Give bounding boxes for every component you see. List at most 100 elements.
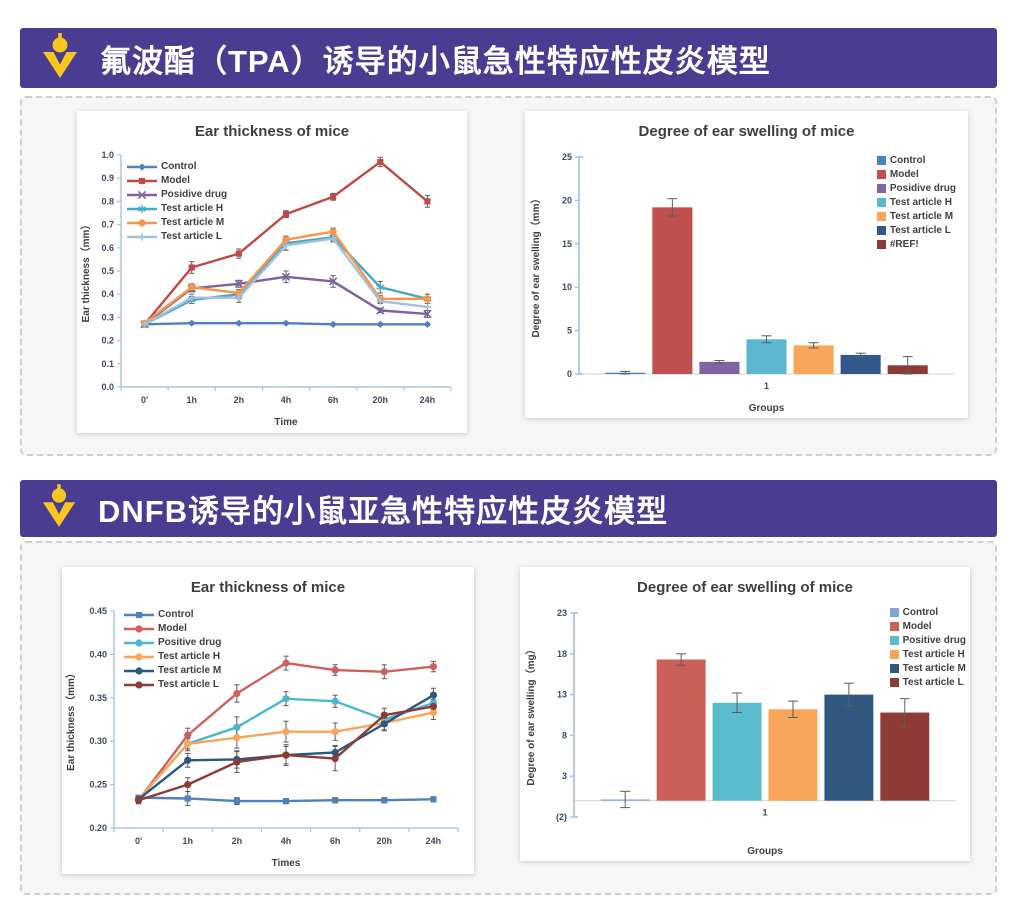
legend-label: Model (902, 621, 932, 632)
legend-color-swatch (889, 664, 899, 673)
chart-title: Ear thickness of mice (194, 123, 350, 140)
svg-text:2h: 2h (234, 395, 245, 405)
svg-text:0.3: 0.3 (101, 312, 114, 322)
legend-item: Control (127, 161, 227, 172)
svg-text:0.7: 0.7 (101, 220, 114, 230)
legend-label: Test article L (889, 225, 951, 236)
svg-text:0.9: 0.9 (101, 173, 114, 183)
legend-item: Test article M (124, 665, 221, 676)
legend-label: #REF! (889, 239, 919, 250)
chart-card-ear-thickness-tpa: Ear thickness of mice 0.0 0.1 0.2 0.3 0.4 0.5… (77, 111, 467, 433)
legend-line-swatch (124, 638, 154, 647)
svg-text:0.40: 0.40 (89, 649, 107, 659)
section2-title: DNFB诱导的小鼠亚急性特应性皮炎模型 (98, 494, 669, 529)
svg-text:10: 10 (562, 282, 572, 292)
legend-label: Positive drug (902, 635, 966, 646)
chart-card-ear-thickness-dnfb: Ear thickness of mice 0.20 0.25 0.30 0.35 0.… (62, 567, 474, 874)
svg-text:3: 3 (562, 771, 567, 781)
legend-line-swatch (124, 652, 154, 661)
chart-title: Degree of ear swelling of mice (637, 579, 853, 596)
svg-text:0.2: 0.2 (101, 336, 114, 346)
svg-text:0': 0' (135, 836, 142, 846)
section1-banner: 氟波酯（TPA）诱导的小鼠急性特应性皮炎模型 (20, 28, 997, 88)
ear-swelling-bar-chart-dnfb: (2) 3 8 13 18 23 1 Groups Degree of ear swelling… (524, 608, 956, 857)
section1-panel: Ear thickness of mice 0.0 0.1 0.2 0.3 0.4 0.5… (20, 96, 997, 456)
svg-text:1: 1 (762, 808, 767, 818)
legend-item: Test article H (889, 649, 966, 660)
legend-item: Posidive drug (127, 189, 227, 200)
legend-label: Test article M (158, 665, 222, 676)
legend-color-swatch (889, 622, 899, 631)
legend-item: Model (124, 623, 221, 634)
legend-item: Model (876, 169, 956, 180)
chart-title: Degree of ear swelling of mice (638, 123, 855, 140)
legend-label: Positive drug (158, 637, 222, 648)
person-marker-icon (40, 484, 78, 533)
legend-item: Control (124, 609, 221, 620)
legend-label: Control (161, 161, 197, 172)
svg-text:Time: Time (274, 417, 298, 428)
svg-text:13: 13 (557, 690, 567, 700)
legend-label: Test article M (161, 217, 225, 228)
svg-text:0': 0' (141, 395, 148, 405)
legend-item: Test article L (889, 677, 966, 688)
svg-text:0.45: 0.45 (89, 606, 107, 616)
legend-label: Control (158, 609, 194, 620)
svg-text:2h: 2h (232, 836, 243, 846)
svg-text:5: 5 (567, 326, 572, 336)
legend-line-swatch (127, 204, 157, 213)
legend-label: Control (889, 155, 926, 166)
svg-text:0.1: 0.1 (101, 359, 114, 369)
svg-text:0.20: 0.20 (89, 823, 107, 833)
legend-label: Test article H (889, 197, 952, 208)
svg-text:25: 25 (562, 152, 572, 162)
legend-color-swatch (876, 240, 886, 249)
svg-text:1: 1 (764, 381, 769, 391)
legend-color-swatch (876, 212, 886, 221)
ear-thickness-line-chart-tpa: 0.0 0.1 0.2 0.3 0.4 0.5 0.6 0.7 0.8 0.9 1.0 0' 1h 2h 4… (79, 150, 452, 428)
legend-item: Test article H (876, 197, 956, 208)
legend-item: Test article M (876, 211, 956, 222)
legend-label: Test article H (902, 649, 965, 660)
legend-color-swatch (876, 198, 886, 207)
legend-label: Test article L (161, 231, 222, 242)
svg-text:6h: 6h (328, 395, 339, 405)
legend-label: Test article H (161, 203, 224, 214)
svg-text:0.25: 0.25 (89, 780, 107, 790)
legend-color-swatch (876, 156, 886, 165)
legend-label: Model (161, 175, 190, 186)
svg-text:Groups: Groups (749, 403, 785, 414)
svg-text:Groups: Groups (747, 846, 783, 857)
svg-text:18: 18 (557, 649, 567, 659)
svg-text:1h: 1h (186, 395, 197, 405)
legend-item: Control (876, 155, 956, 166)
svg-text:0.5: 0.5 (101, 266, 114, 276)
legend-item: Test article M (889, 663, 966, 674)
legend-line-swatch (127, 218, 157, 227)
legend-item: Test article L (127, 231, 227, 242)
svg-text:20h: 20h (373, 395, 389, 405)
svg-text:0.6: 0.6 (101, 243, 114, 253)
svg-text:23: 23 (557, 608, 567, 618)
legend-item: Model (889, 621, 966, 632)
chart-legend: Control Model Posidive drug Test article H T… (876, 155, 956, 250)
svg-text:0.30: 0.30 (89, 736, 107, 746)
svg-text:4h: 4h (281, 395, 292, 405)
legend-label: Test article L (158, 679, 219, 690)
svg-text:0.35: 0.35 (89, 693, 107, 703)
legend-color-swatch (876, 170, 886, 179)
legend-label: Control (902, 607, 939, 618)
person-marker-icon (40, 32, 80, 84)
legend-item: Model (127, 175, 227, 186)
legend-item: Posidive drug (876, 183, 956, 194)
svg-text:Degree of ear swelling（mm）: Degree of ear swelling（mm） (529, 194, 542, 338)
legend-item: Test article M (127, 217, 227, 228)
svg-text:20h: 20h (377, 836, 393, 846)
svg-text:0.4: 0.4 (101, 289, 114, 299)
legend-line-swatch (124, 611, 154, 618)
svg-text:20: 20 (562, 195, 572, 205)
legend-label: Posidive drug (889, 183, 956, 194)
svg-text:1.0: 1.0 (101, 150, 114, 160)
legend-item: Positive drug (889, 635, 966, 646)
